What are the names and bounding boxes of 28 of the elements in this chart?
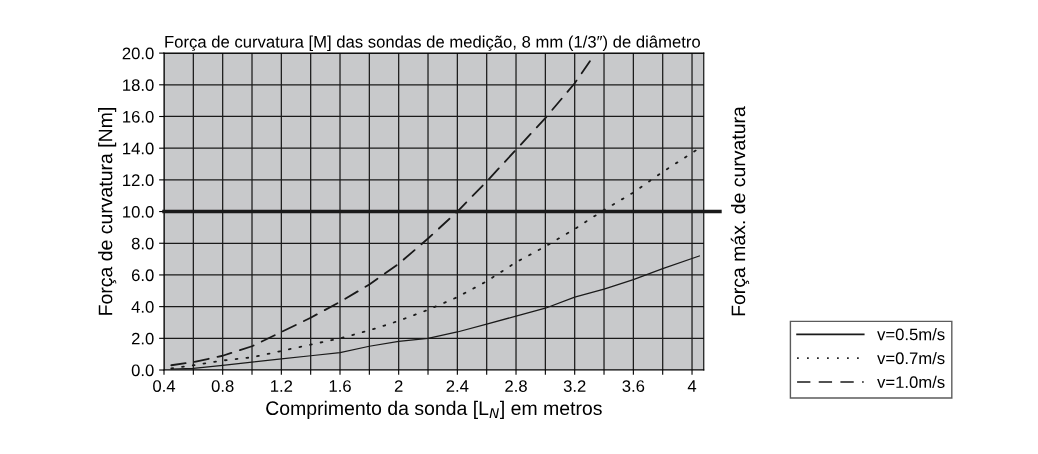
legend-label: v=0.7m/s [877,351,945,365]
ref-line-label: Força máx. de curvatura [730,106,750,316]
y-tick-label: 6.0 [131,269,154,282]
y-axis-title: Força de curvatura [Nm] [98,108,117,315]
x-tick-label: 1.6 [329,380,351,392]
x-axis-title: Comprimento da sonda [L$_{N}$] em metros [266,400,602,419]
y-tick-label: 18.0 [123,79,154,92]
x-tick-label: 4 [687,380,697,392]
y-tick-label: 14.0 [123,142,154,155]
x-tick-label: 0.4 [153,380,176,392]
x-tick-label: 0.8 [211,380,234,392]
x-tick-label: 3.6 [622,380,645,392]
x-tick-label: 2.4 [446,380,469,392]
y-tick-label: 8.0 [131,237,154,250]
y-tick-label: 20.0 [122,47,154,60]
y-tick-label: 16.0 [123,110,154,123]
chart-title: Força de curvatura [M] das sondas de medição, 8 mm (1/3″) de diâmetro [165,35,700,52]
x-tick-label: 2.8 [505,380,527,392]
x-tick-label: 2 [394,380,403,392]
x-tick-label: 3.2 [563,380,586,392]
y-tick-label: 12.0 [123,174,154,187]
y-tick-label: 0.0 [131,364,154,377]
x-tick-label: 1.2 [271,380,293,392]
y-tick-label: 4.0 [131,301,154,313]
legend-label: v=0.5m/s [877,328,945,341]
legend-label: v=1.0m/s [877,375,945,389]
y-tick-label: 10.0 [123,205,154,218]
y-tick-label: 2.0 [131,332,154,345]
